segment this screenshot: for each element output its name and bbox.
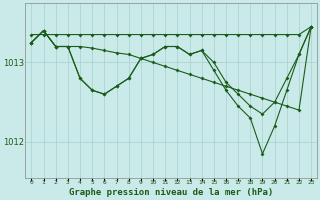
X-axis label: Graphe pression niveau de la mer (hPa): Graphe pression niveau de la mer (hPa) <box>69 188 273 197</box>
